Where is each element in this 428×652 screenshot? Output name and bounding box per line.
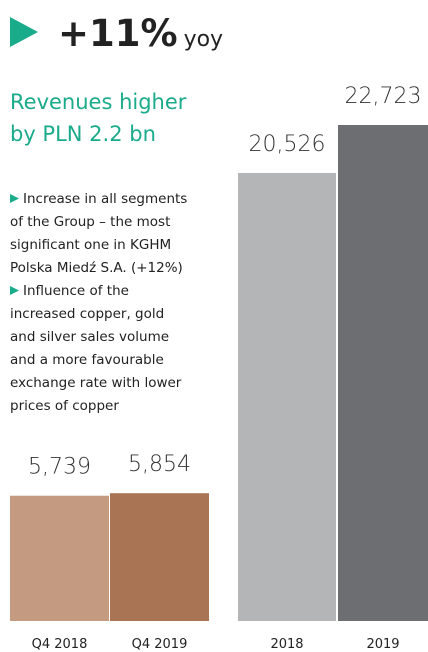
bar <box>110 493 209 621</box>
bullet-text: Increase in all segments <box>23 191 187 207</box>
bullet-text: significant one in KGHM <box>10 237 171 253</box>
value-label: 20,526 <box>249 132 326 157</box>
bar <box>10 495 109 621</box>
bullet-text: exchange rate with lower <box>10 375 182 391</box>
category-label: 2019 <box>366 637 399 652</box>
bullet-text: prices of copper <box>10 398 119 414</box>
bar <box>338 125 428 621</box>
headline-arrow <box>10 17 38 47</box>
bullet-text: increased copper, gold <box>10 306 164 322</box>
category-label: 2018 <box>270 637 303 652</box>
subtitle: Revenues higher <box>10 90 187 114</box>
value-label: 22,723 <box>345 84 422 109</box>
category-label: Q4 2019 <box>132 637 188 652</box>
headline-unit: yoy <box>184 27 224 52</box>
headline: +11% <box>58 12 178 55</box>
bullet-arrow <box>10 286 19 295</box>
bullet-text: Polska Miedź S.A. (+12%) <box>10 260 183 276</box>
bar <box>238 172 336 621</box>
bullet-arrow <box>10 194 19 203</box>
value-label: 5,854 <box>128 452 191 477</box>
subtitle: by PLN 2.2 bn <box>10 122 156 146</box>
bullet-text: of the Group – the most <box>10 214 170 230</box>
bullet-text: and silver sales volume <box>10 329 169 345</box>
bullet-text: and a more favourable <box>10 352 164 368</box>
bullet-text: Influence of the <box>23 283 129 299</box>
category-label: Q4 2018 <box>32 637 88 652</box>
value-label: 5,739 <box>28 455 91 480</box>
